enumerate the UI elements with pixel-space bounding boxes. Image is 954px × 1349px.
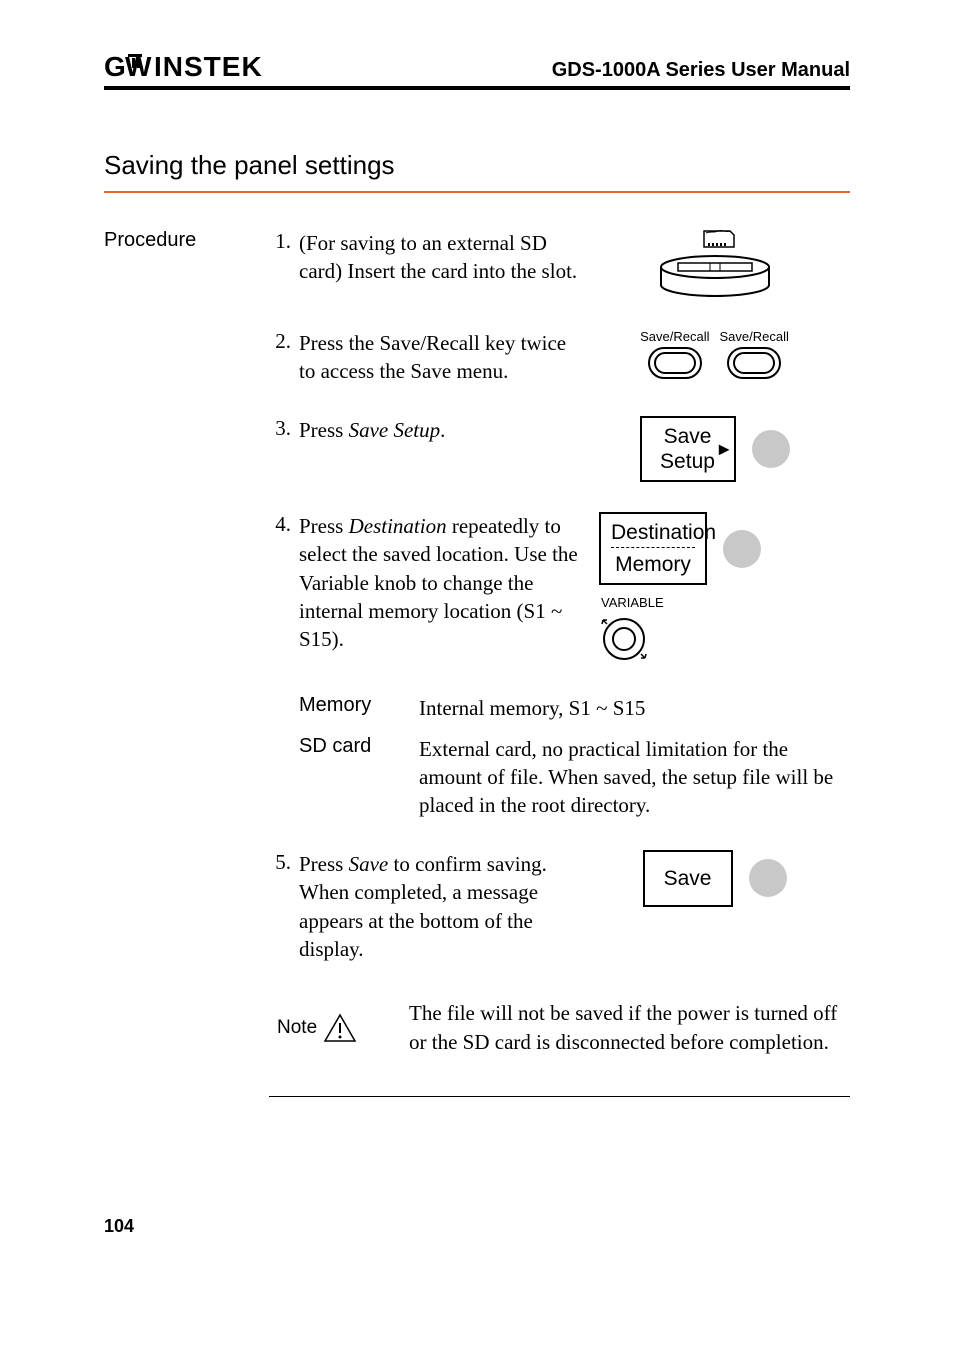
arrow-right-icon: ▶: [719, 440, 730, 457]
step-5: 5. Press Save to confirm saving. When co…: [269, 850, 850, 963]
variable-label: VARIABLE: [601, 595, 664, 610]
step-4: 4. Press Destination repeatedly to selec…: [269, 512, 850, 664]
save-recall-keys-icon: Save/Recall Save/Recall: [579, 329, 850, 382]
def-sdcard-label: SD card: [299, 735, 419, 820]
softkey-line2: Setup: [652, 449, 724, 474]
step-1: 1. (For saving to an external SD card) I…: [269, 229, 850, 299]
step-2-num: 2.: [269, 329, 299, 354]
note-row: Note The file will not be saved if the p…: [269, 999, 850, 1056]
brand-logo: G W INSTEK: [104, 52, 274, 82]
step-4-prefix: Press: [299, 514, 349, 538]
step-5-prefix: Press: [299, 852, 349, 876]
step-3-em: Save Setup: [349, 418, 441, 442]
step-4-num: 4.: [269, 512, 299, 537]
section-title: Saving the panel settings: [104, 150, 850, 193]
page-header: G W INSTEK GDS-1000A Series User Manual: [104, 52, 850, 90]
destination-definitions: Memory Internal memory, S1 ~ S15 SD card…: [299, 694, 850, 819]
doc-title: GDS-1000A Series User Manual: [552, 59, 850, 82]
softkey-button-icon: [723, 530, 761, 568]
page-number: 104: [104, 1216, 134, 1237]
softkey-button-icon: [752, 430, 790, 468]
def-memory-desc: Internal memory, S1 ~ S15: [419, 694, 850, 722]
note-text: The file will not be saved if the power …: [409, 999, 850, 1056]
step-3: 3. Press Save Setup. Save Setup ▶: [269, 416, 850, 482]
def-memory-label: Memory: [299, 694, 419, 722]
step-3-num: 3.: [269, 416, 299, 441]
step-5-num: 5.: [269, 850, 299, 875]
step-4-text: Press Destination repeatedly to select t…: [299, 512, 599, 654]
step-3-text: Press Save Setup.: [299, 416, 579, 444]
key-label-2: Save/Recall: [720, 329, 789, 344]
softkey-save-setup: Save Setup ▶: [640, 416, 736, 482]
step-5-em: Save: [349, 852, 389, 876]
step-1-text: (For saving to an external SD card) Inse…: [299, 229, 579, 286]
variable-knob-icon: [599, 614, 649, 664]
note-label: Note: [277, 1017, 317, 1039]
procedure-label: Procedure: [104, 229, 269, 1097]
softkey4-line2: Memory: [611, 552, 695, 577]
step-3-suffix: .: [440, 418, 445, 442]
svg-text:G: G: [104, 52, 127, 82]
softkey-line1: Save: [652, 424, 724, 449]
def-sdcard-desc: External card, no practical limitation f…: [419, 735, 850, 820]
step-1-num: 1.: [269, 229, 299, 254]
key-label-1: Save/Recall: [640, 329, 709, 344]
softkey5-line1: Save: [655, 866, 721, 891]
softkey4-line1: Destination: [611, 520, 695, 548]
step-2-text: Press the Save/Recall key twice to acces…: [299, 329, 579, 386]
step-4-em: Destination: [349, 514, 447, 538]
step-2: 2. Press the Save/Recall key twice to ac…: [269, 329, 850, 386]
warning-icon: [323, 1013, 357, 1043]
softkey-save: Save: [643, 850, 733, 907]
sd-slot-icon: [579, 229, 850, 299]
svg-text:INSTEK: INSTEK: [154, 52, 263, 82]
step-3-prefix: Press: [299, 418, 349, 442]
step-5-text: Press Save to confirm saving. When compl…: [299, 850, 579, 963]
softkey-button-icon: [749, 859, 787, 897]
bottom-rule: [269, 1096, 850, 1097]
softkey-destination: Destination Memory: [599, 512, 707, 585]
